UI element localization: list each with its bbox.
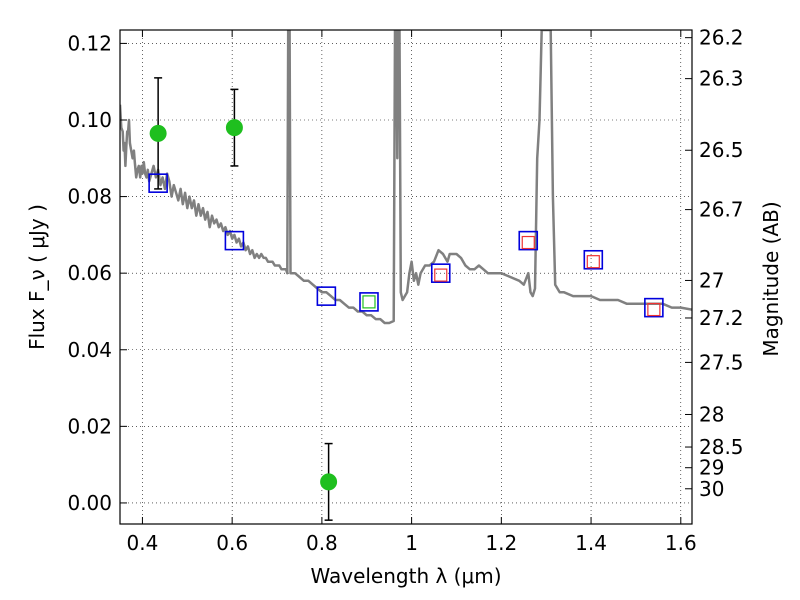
- y-right-tick-label: 26.2: [699, 26, 744, 50]
- model-band-square: [430, 263, 451, 283]
- x-tick-label: 0.4: [127, 531, 159, 555]
- y-right-tick-label: 28: [699, 402, 724, 426]
- y-right-tick-label: 27.5: [699, 350, 744, 374]
- model-band-square: [518, 230, 539, 251]
- y-right-tick-label: 26.5: [699, 138, 744, 162]
- model-band-inner-square: [586, 255, 600, 269]
- observed-point: [149, 124, 167, 142]
- model-band-square: [644, 297, 664, 318]
- model-band-square: [316, 286, 337, 306]
- y-tick-label: 0.12: [67, 31, 112, 55]
- y-tick-label: 0.00: [67, 491, 112, 515]
- model-band-inner-square: [647, 302, 661, 317]
- y-right-tick-label: 29: [699, 456, 724, 480]
- plot-frame: [119, 29, 693, 525]
- y-right-tick-label: 30: [699, 477, 724, 501]
- model-band-square: [224, 230, 245, 251]
- model-band-inner-square: [521, 235, 535, 250]
- y-axis-right-title: Magnitude (AB): [759, 201, 783, 356]
- model-band-square: [148, 173, 168, 193]
- y-right-tick-label: 28.5: [699, 435, 744, 459]
- y-right-tick-label: 26.7: [699, 198, 744, 222]
- x-tick-label: 1.2: [485, 531, 517, 555]
- grid: [120, 30, 692, 524]
- model-spectrum-line: [120, 30, 692, 325]
- y-right-tick-label: 26.3: [699, 67, 744, 91]
- x-tick-label: 0.6: [216, 531, 248, 555]
- model-band-square: [583, 249, 604, 270]
- y-tick-label: 0.10: [67, 108, 112, 132]
- y-tick-label: 0.02: [67, 414, 112, 438]
- x-axis-title: Wavelength λ (μm): [310, 564, 501, 588]
- model-band-inner-square: [434, 268, 448, 282]
- model-band-inner-square: [362, 295, 376, 309]
- y-axis-title: Flux F_ν ( μJy ): [25, 204, 49, 350]
- plot-area: [120, 30, 692, 521]
- x-tick-label: 1: [405, 531, 418, 555]
- model-band-square: [359, 292, 379, 312]
- y-tick-label: 0.08: [67, 185, 112, 209]
- axis-ticks: 0.4 0.6 0.8 1 1.2 1.4 1.6 0.00 0.02 0.04 0.06 0.08 0…: [67, 26, 743, 555]
- y-right-tick-label: 27: [699, 268, 724, 292]
- x-tick-label: 1.6: [665, 531, 697, 555]
- y-tick-label: 0.06: [67, 261, 112, 285]
- x-tick-label: 0.8: [306, 531, 338, 555]
- observed-point: [320, 473, 338, 491]
- observed-point: [225, 119, 243, 137]
- y-tick-label: 0.04: [67, 338, 112, 362]
- y-right-tick-label: 27.2: [699, 306, 744, 330]
- x-tick-label: 1.4: [575, 531, 607, 555]
